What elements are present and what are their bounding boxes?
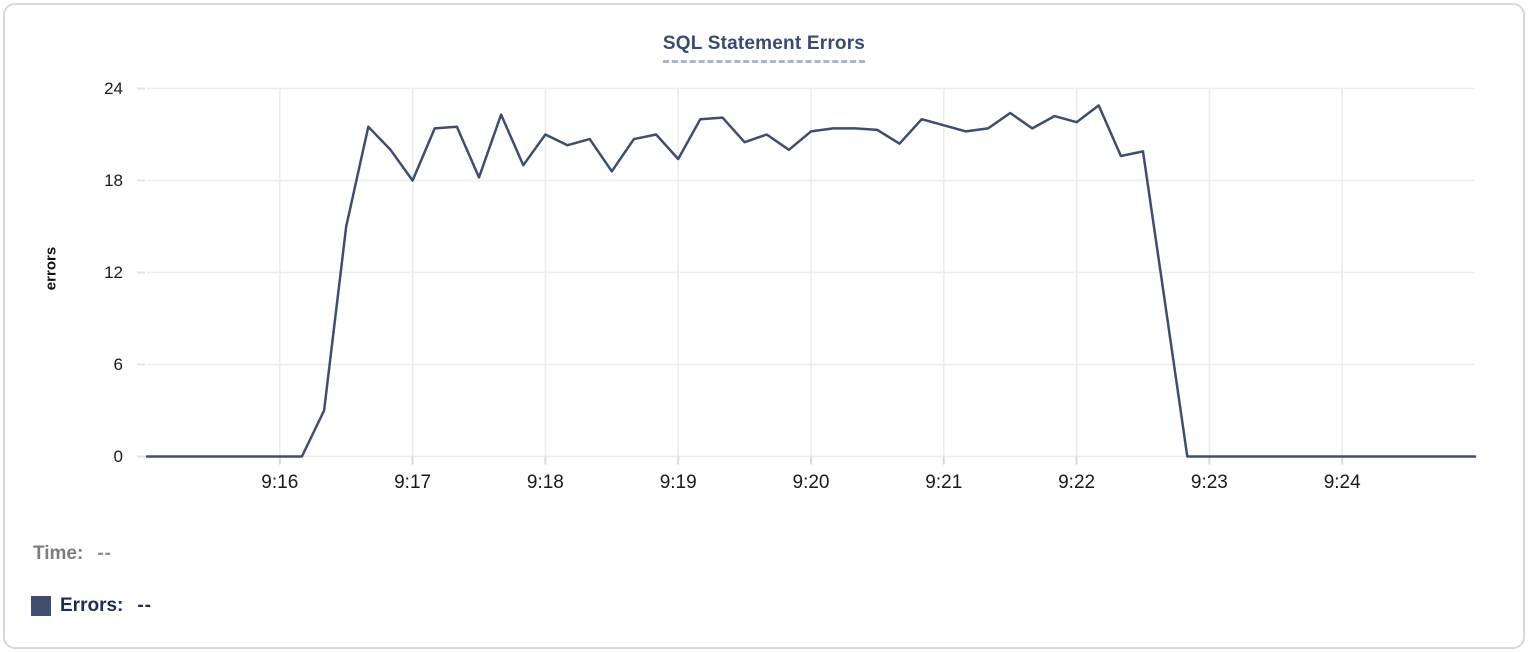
y-tick-label: 18	[104, 170, 123, 190]
errors-series-line	[145, 104, 1477, 458]
legend-errors-label: Errors:	[60, 595, 124, 616]
panel-title-link[interactable]: SQL Statement Errors	[662, 33, 866, 63]
y-tick-label: 24	[104, 78, 123, 98]
errors-series-swatch-icon	[31, 596, 51, 616]
y-tick-label: 6	[113, 354, 123, 374]
x-tick-label: 9:24	[1323, 472, 1361, 493]
x-tick-label: 9:23	[1190, 472, 1228, 493]
legend-errors-value: --	[137, 595, 153, 616]
panel-card: SQL Statement Errors errors 0 6 12 18 24 9:1…	[3, 3, 1525, 649]
x-tick-label: 9:16	[261, 472, 299, 493]
tooltip-time-row: Time: --	[33, 543, 112, 565]
x-tick-label: 9:22	[1058, 472, 1096, 493]
y-tick-label: 12	[104, 262, 123, 282]
tooltip-time-value: --	[97, 543, 112, 564]
x-tick-label: 9:18	[526, 472, 564, 493]
panel-header: SQL Statement Errors	[5, 33, 1523, 63]
x-tick-label: 9:19	[659, 472, 697, 493]
line-chart-canvas[interactable]	[5, 5, 1528, 652]
tooltip-time-label: Time:	[33, 543, 84, 564]
x-tick-label: 9:21	[925, 472, 963, 493]
x-tick-label: 9:20	[792, 472, 830, 493]
y-tick-label: 0	[113, 446, 123, 466]
x-tick-label: 9:17	[394, 472, 432, 493]
legend-errors-item[interactable]: Errors: --	[31, 595, 152, 617]
